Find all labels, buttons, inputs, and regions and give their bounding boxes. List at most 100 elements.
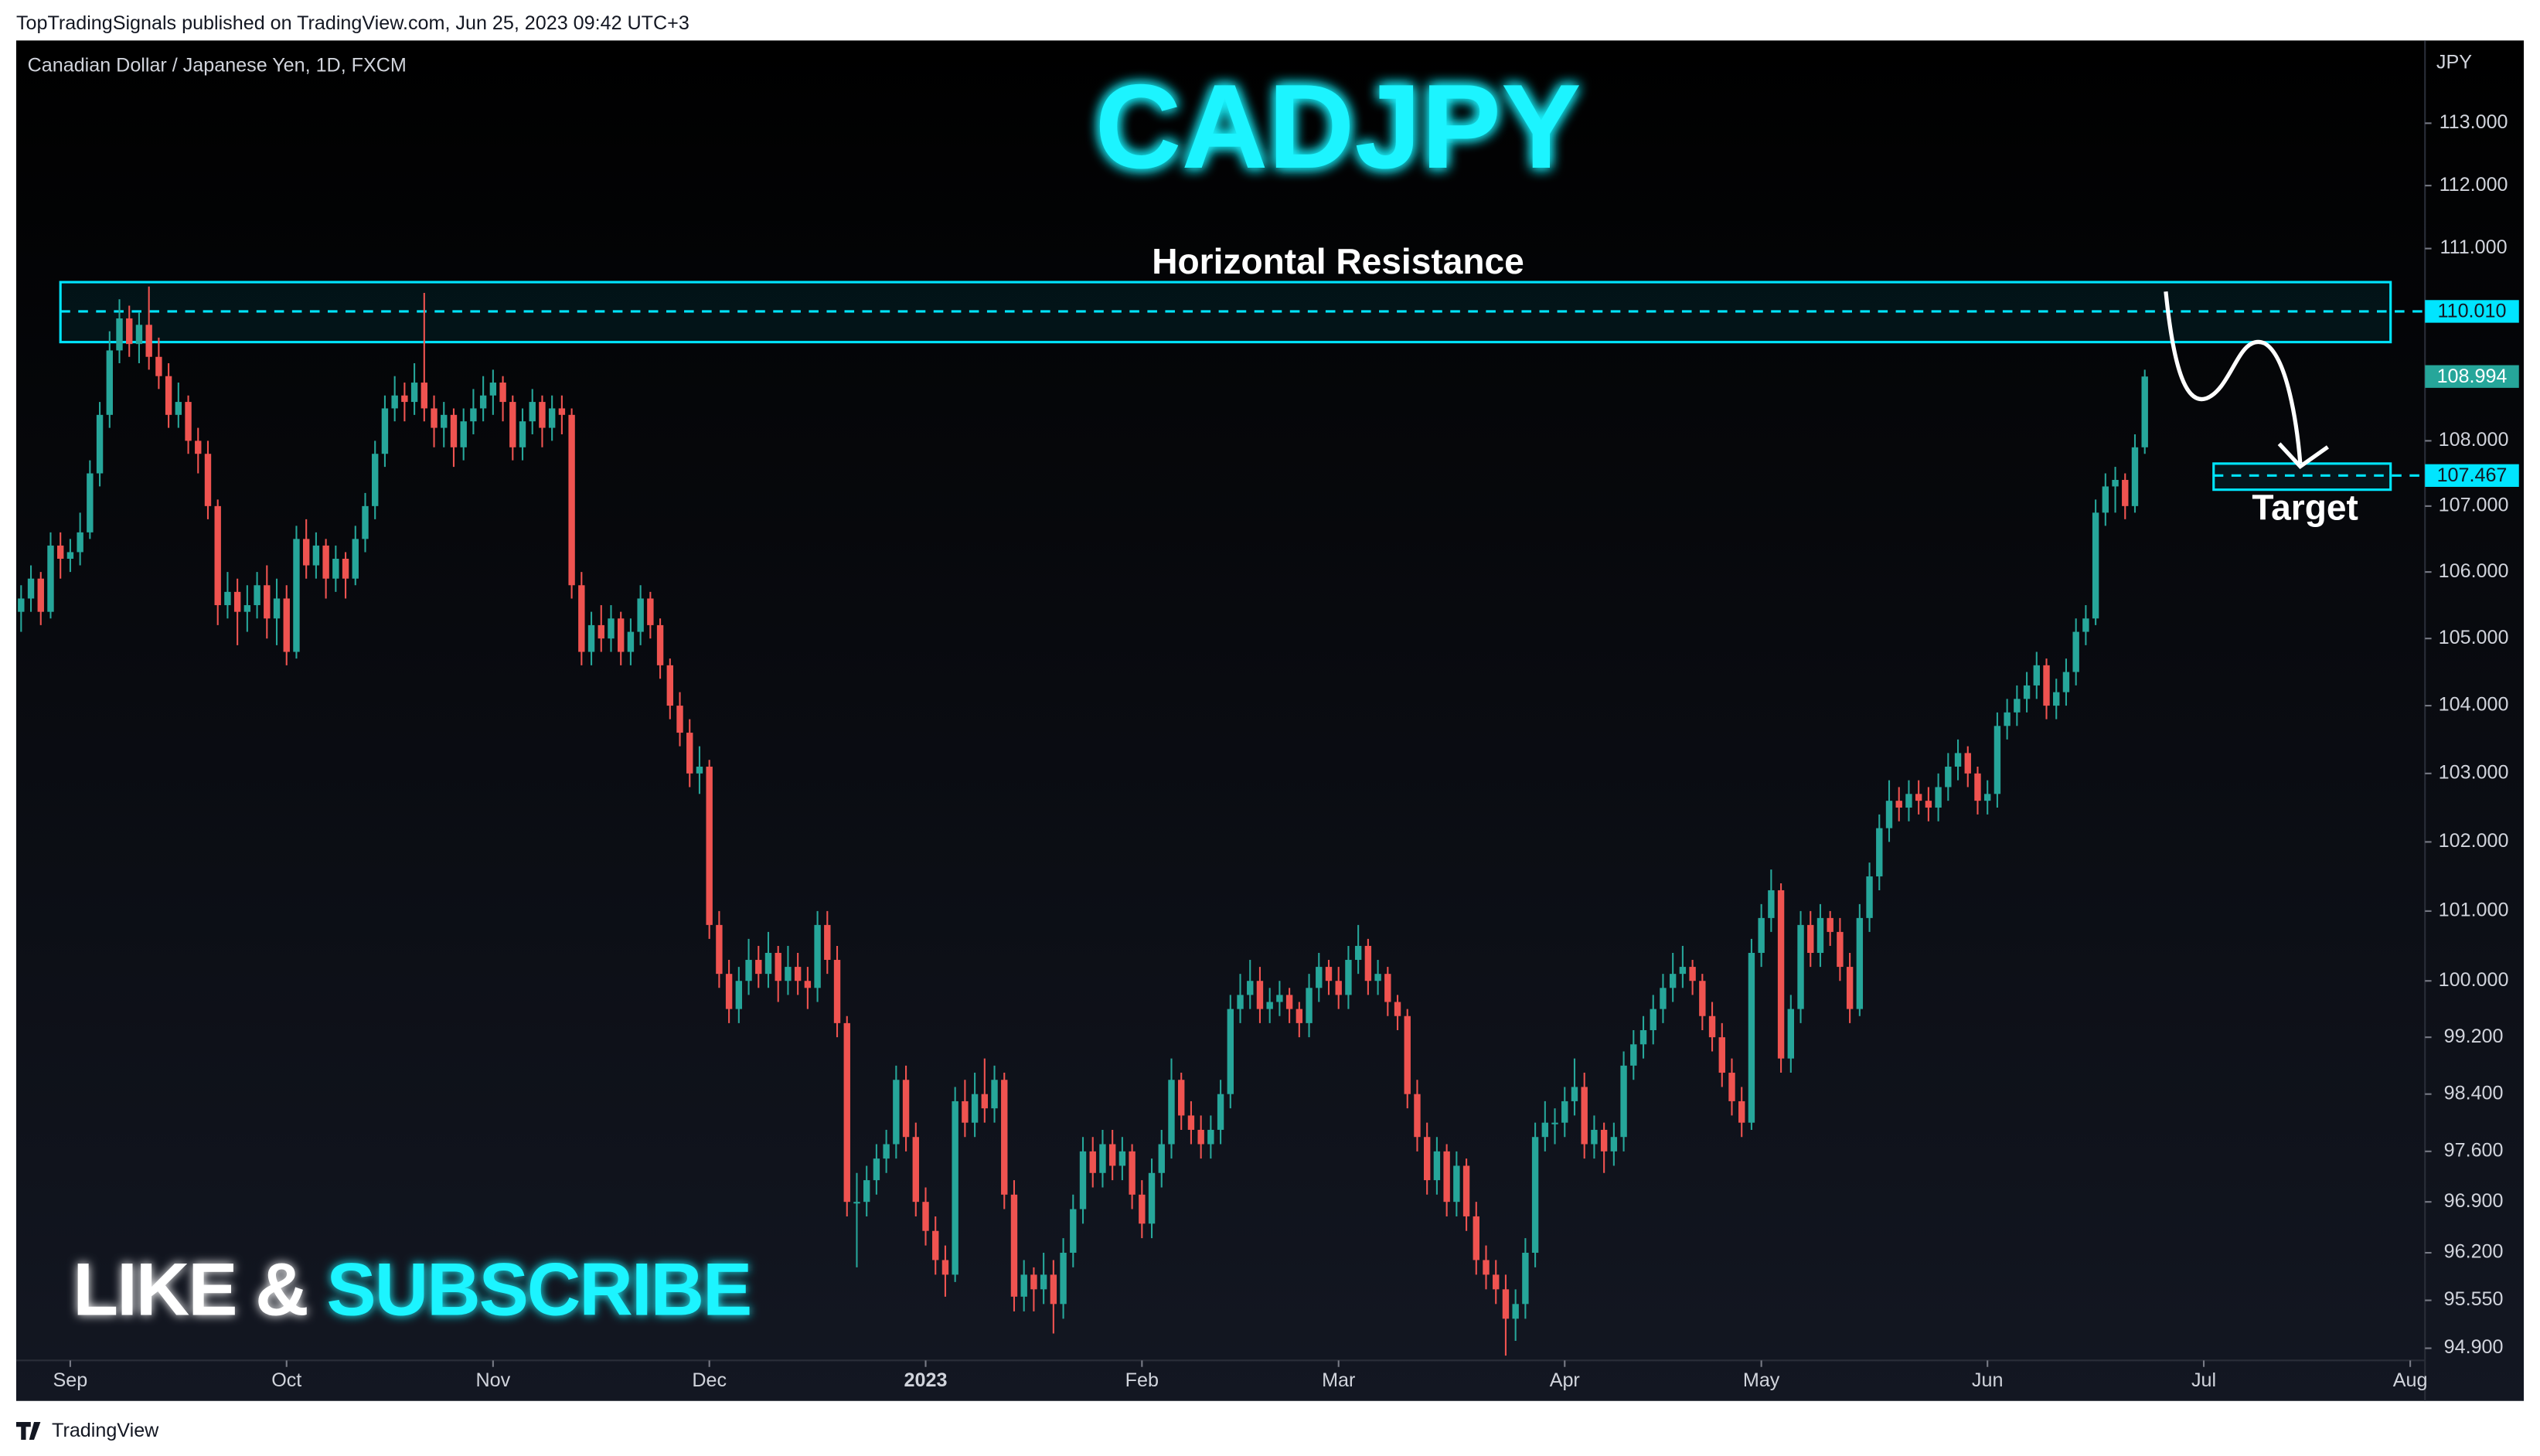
candle-body <box>1925 801 1932 808</box>
candle-body <box>1610 1137 1618 1152</box>
candle-body <box>1591 1129 1598 1145</box>
candle-body <box>824 924 831 961</box>
candle-body <box>1473 1216 1479 1260</box>
y-tick-label: 103.000 <box>2439 761 2509 783</box>
candle-body <box>362 505 369 539</box>
candle-body <box>273 598 281 619</box>
candle-body <box>2102 486 2109 513</box>
candle-body <box>785 967 792 981</box>
candle-body <box>873 1158 880 1181</box>
candle-body <box>1306 988 1313 1023</box>
candle-body <box>283 598 290 652</box>
candle-body <box>922 1202 929 1231</box>
candle-body <box>853 1202 860 1204</box>
candle-body <box>1669 974 1677 988</box>
candle-body <box>2112 479 2119 487</box>
candle-body <box>2141 376 2148 447</box>
candle-body <box>342 559 349 579</box>
candle-body <box>2023 685 2031 699</box>
x-tick-label: Dec <box>692 1369 727 1391</box>
x-tick-label: Jul <box>2191 1369 2216 1391</box>
candle-body <box>2131 447 2139 506</box>
y-tick-label: 108.000 <box>2439 429 2509 451</box>
candle-body <box>1118 1151 1126 1166</box>
candle-body <box>1827 917 1833 932</box>
candle-body <box>1453 1165 1460 1203</box>
x-tick-label: Sep <box>53 1369 88 1391</box>
candle-body <box>794 967 802 981</box>
candle-body <box>1718 1037 1725 1073</box>
candle-body <box>1139 1194 1146 1224</box>
candle-body <box>204 454 212 506</box>
x-tick-label: Feb <box>1125 1369 1159 1391</box>
y-tick-label: 105.000 <box>2439 627 2509 648</box>
candle-body <box>2004 712 2011 726</box>
candle-body <box>233 591 241 612</box>
candle-body <box>332 559 339 579</box>
candle-body <box>1040 1274 1047 1290</box>
candle-body <box>1639 1030 1647 1045</box>
candle-body <box>863 1180 870 1203</box>
candle-body <box>627 631 635 652</box>
candle-body <box>971 1094 979 1123</box>
candle-body <box>1335 981 1342 995</box>
candle-body <box>2082 618 2089 632</box>
candle-body <box>441 414 448 428</box>
candle-body <box>686 733 693 774</box>
x-tick-label: Oct <box>271 1369 301 1391</box>
candle-body <box>1168 1080 1175 1145</box>
candle-body <box>126 318 133 345</box>
candle-body <box>666 665 673 706</box>
candle-body <box>764 952 772 975</box>
candle-body <box>912 1137 919 1203</box>
y-tick-label: 95.550 <box>2444 1288 2504 1310</box>
candle-body <box>1404 1015 1411 1094</box>
y-tick-label: 98.400 <box>2444 1082 2504 1104</box>
candle-body <box>1551 1122 1558 1124</box>
candle-body <box>1070 1209 1077 1254</box>
resistance-label: Horizontal Resistance <box>1152 241 1524 281</box>
candle-body <box>1099 1144 1106 1173</box>
chart-subtitle: Canadian Dollar / Japanese Yen, 1D, FXCM <box>28 55 407 77</box>
candle-body <box>2033 665 2040 685</box>
candle-body <box>1423 1137 1431 1181</box>
candle-body <box>1994 726 2001 794</box>
candle-body <box>145 325 152 357</box>
candle-body <box>1227 1009 1234 1094</box>
candle-body <box>391 395 398 409</box>
y-tick-label: 96.200 <box>2444 1241 2504 1263</box>
candle-body <box>1512 1304 1519 1319</box>
candle-body <box>587 624 595 652</box>
y-tick-label: 94.900 <box>2444 1336 2504 1358</box>
candle-body <box>77 532 83 553</box>
candle-body <box>372 454 379 506</box>
projection-arrow <box>2164 291 2303 464</box>
resistance-price-tag <box>2425 300 2519 323</box>
candle-body <box>509 402 516 447</box>
candle-body <box>735 981 743 1009</box>
candle-body <box>2014 699 2021 713</box>
candle-body <box>1502 1289 1510 1319</box>
last-price-label: 108.994 <box>2437 366 2508 387</box>
candle-body <box>962 1101 969 1123</box>
candle-body <box>1197 1129 1204 1145</box>
candle-body <box>1522 1253 1529 1305</box>
candle-body <box>1001 1080 1008 1195</box>
candle-body <box>224 591 231 606</box>
y-tick-label: 107.000 <box>2439 494 2509 515</box>
candle-body <box>1935 787 1942 808</box>
candle-body <box>1885 801 1893 828</box>
candle-body <box>1689 967 1696 981</box>
candle-body <box>1541 1122 1549 1138</box>
candle-body <box>1443 1151 1450 1203</box>
candle-body <box>1768 890 1775 918</box>
candle-body <box>952 1101 958 1275</box>
candle-body <box>558 408 566 415</box>
candle-body <box>745 960 752 981</box>
candle-body <box>1010 1194 1018 1297</box>
candle-body <box>981 1094 989 1109</box>
candle-body <box>804 981 812 988</box>
plot <box>18 281 2426 1356</box>
